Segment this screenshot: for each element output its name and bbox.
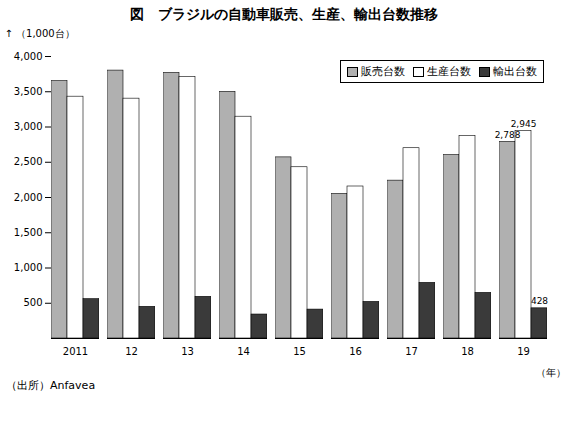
svg-text:500: 500: [23, 297, 42, 308]
svg-text:2,500: 2,500: [14, 156, 43, 167]
svg-text:2,788: 2,788: [495, 130, 521, 140]
html-text:（出所）Anfavea: （出所）Anfavea: [6, 379, 96, 392]
svg-text:14: 14: [237, 346, 250, 357]
svg-text:18: 18: [461, 346, 474, 357]
svg-text:12: 12: [125, 346, 138, 357]
html-text:販売台数: 販売台数: [361, 65, 405, 78]
svg-text:3,000: 3,000: [14, 121, 43, 132]
svg-text:17: 17: [405, 346, 418, 357]
svg-text:1,000: 1,000: [14, 262, 43, 273]
svg-text:1,500: 1,500: [14, 227, 43, 238]
svg-text:13: 13: [181, 346, 194, 357]
svg-text:2011: 2011: [63, 346, 88, 357]
html-text:図 ブラジルの自動車販売、生産、輸出台数推移: 図 ブラジルの自動車販売、生産、輸出台数推移: [130, 6, 438, 22]
svg-text:（年）: （年）: [536, 367, 566, 378]
html-text:生産台数: 生産台数: [427, 65, 471, 78]
svg-text:2,000: 2,000: [14, 192, 43, 203]
svg-text:16: 16: [349, 346, 362, 357]
svg-text:15: 15: [293, 346, 306, 357]
svg-text:3,500: 3,500: [14, 86, 43, 97]
svg-text:↑ （1,000台）: ↑ （1,000台）: [5, 28, 75, 39]
svg-text:19: 19: [517, 346, 530, 357]
svg-text:2,945: 2,945: [511, 119, 537, 129]
svg-text:4,000: 4,000: [14, 51, 43, 62]
html-text:輸出台数: 輸出台数: [493, 65, 537, 78]
svg-text:428: 428: [531, 296, 548, 306]
